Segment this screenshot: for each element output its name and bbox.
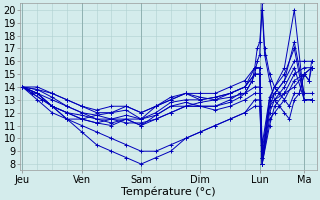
X-axis label: Température (°c): Température (°c): [121, 186, 216, 197]
